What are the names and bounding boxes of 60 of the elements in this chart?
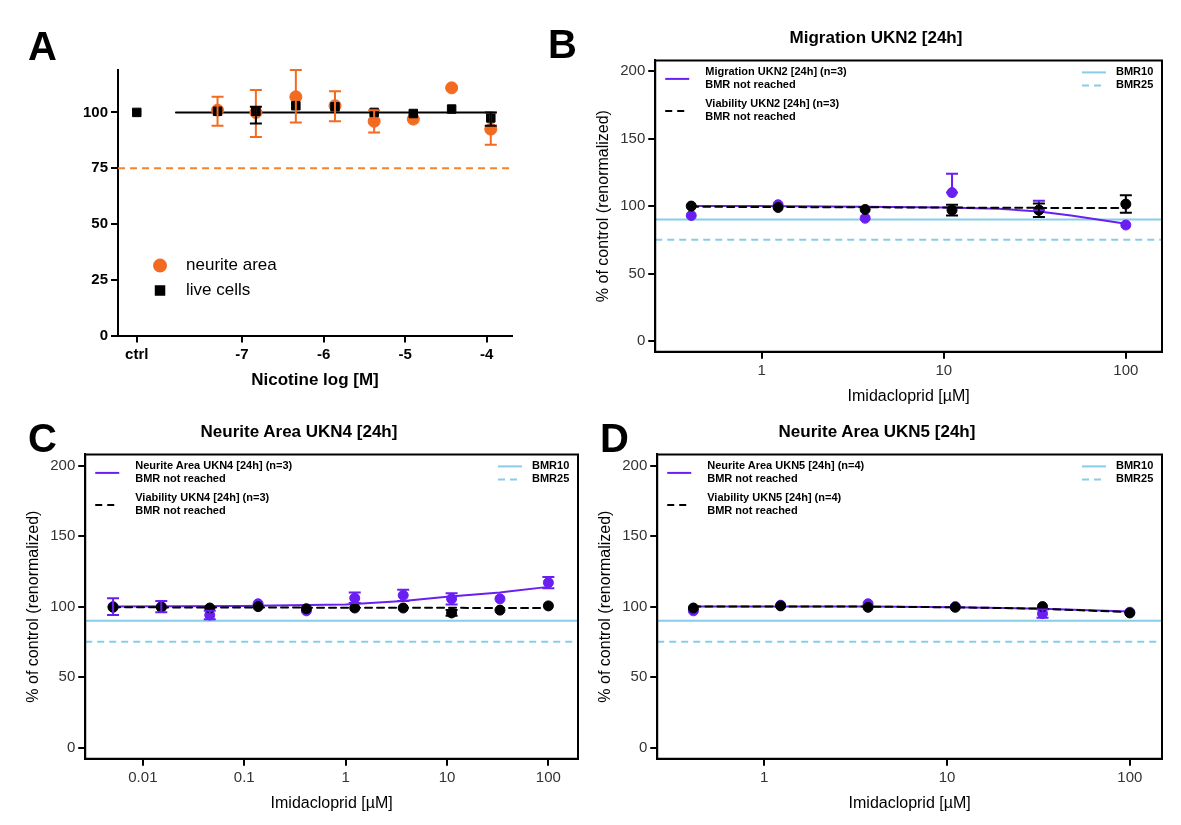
legend-label: Neurite Area UKN5 [24h] (n=4) BMR not reached xyxy=(707,459,865,485)
y-axis-title: % of control (renormalized) xyxy=(594,110,612,303)
x-tick-label: -7 xyxy=(235,344,249,362)
y-tick-label: 200 xyxy=(620,61,646,79)
legend-label: Neurite Area UKN4 [24h] (n=3) BMR not reached xyxy=(135,459,293,485)
text: B xyxy=(548,22,577,67)
y-tick-label: 150 xyxy=(620,128,646,146)
y-tick-label: 50 xyxy=(91,214,109,232)
x-tick-label: 100 xyxy=(1117,767,1143,785)
legend-label: Viability UKN5 [24h] (n=4) BMR not reached xyxy=(707,491,842,517)
y-axis-title: % of control (renormalized) xyxy=(24,510,42,703)
y-tick-label: 150 xyxy=(50,526,76,544)
y-tick-label: 75 xyxy=(91,158,109,176)
y-tick-label: 150 xyxy=(622,526,648,544)
x-tick-label: 10 xyxy=(935,360,953,378)
x-axis-title: Nicotine log [M] xyxy=(251,370,379,390)
legend-label: neurite area xyxy=(186,255,278,275)
x-tick-label: -4 xyxy=(480,344,495,362)
legend-label: BMR10 xyxy=(532,459,570,472)
x-axis-title: Imidacloprid [µM] xyxy=(270,793,393,811)
chart-title: Migration UKN2 [24h] xyxy=(789,27,963,47)
y-tick-label: 100 xyxy=(50,596,76,614)
legend-label: live cells xyxy=(186,280,251,300)
legend-label: BMR25 xyxy=(1116,472,1154,485)
x-axis-title: Imidacloprid [µM] xyxy=(847,386,970,404)
legend-label: Migration UKN2 [24h] (n=3) BMR not reached xyxy=(705,65,848,91)
legend-label: BMR10 xyxy=(1116,459,1154,472)
x-tick-label: -6 xyxy=(316,344,331,362)
legend-label: Viability UKN4 [24h] (n=3) BMR not reached xyxy=(135,491,270,517)
chart-title: Neurite Area UKN5 [24h] xyxy=(778,421,976,441)
x-tick-label: 0.1 xyxy=(233,767,255,785)
y-tick-label: 25 xyxy=(91,269,109,287)
legend-label: Viability UKN2 [24h] (n=3) BMR not reached xyxy=(705,97,840,123)
legend-label: BMR10 xyxy=(1116,65,1154,78)
y-tick-label: 0 xyxy=(638,737,648,755)
x-tick-label: 1 xyxy=(760,767,769,785)
y-tick-label: 100 xyxy=(83,102,109,120)
y-tick-label: 50 xyxy=(58,667,76,685)
x-tick-label: 10 xyxy=(938,767,956,785)
x-tick-label: 1 xyxy=(341,767,350,785)
y-tick-label: 50 xyxy=(630,667,648,685)
y-tick-label: 100 xyxy=(620,196,646,214)
x-tick-label: 100 xyxy=(535,767,561,785)
x-tick-label: 10 xyxy=(438,767,456,785)
y-tick-label: 0 xyxy=(99,325,109,343)
legend-label: BMR25 xyxy=(532,472,570,485)
legend-label: BMR25 xyxy=(1116,78,1154,91)
x-axis-title: Imidacloprid [µM] xyxy=(848,793,971,811)
y-tick-label: 0 xyxy=(636,331,646,349)
x-tick-label: -5 xyxy=(398,344,412,362)
x-tick-label: 100 xyxy=(1113,360,1139,378)
y-tick-label: 100 xyxy=(622,596,648,614)
text: A xyxy=(28,24,57,69)
chart-title: Neurite Area UKN4 [24h] xyxy=(200,421,398,441)
x-tick-label: ctrl xyxy=(125,344,149,362)
x-tick-label: 0.01 xyxy=(128,767,158,785)
y-tick-label: 50 xyxy=(628,263,646,281)
y-tick-label: 0 xyxy=(66,737,76,755)
x-tick-label: 1 xyxy=(757,360,766,378)
y-axis-title: % of control (renormalized) xyxy=(596,510,614,703)
